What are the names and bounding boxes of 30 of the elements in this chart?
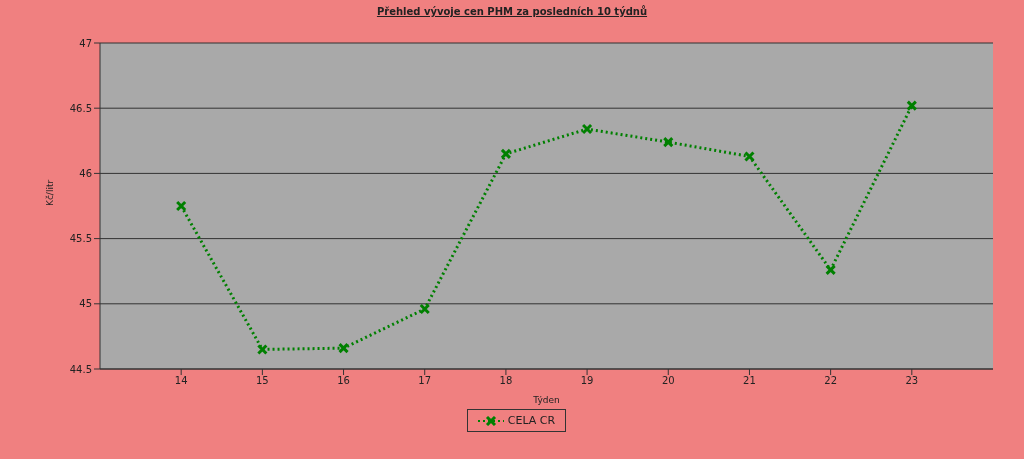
y-tick-label: 45 (79, 298, 92, 310)
chart-title: Přehled vývoje cen PHM za posledních 10 týdnů (375, 6, 649, 17)
x-tick-label: 18 (499, 375, 513, 387)
point (175, 200, 187, 212)
point (419, 303, 431, 315)
x-tick-label: 22 (824, 375, 837, 387)
x-tick-label: 16 (337, 375, 350, 387)
x-tick-label: 14 (174, 375, 188, 387)
point (581, 123, 593, 135)
point (743, 150, 755, 162)
x-tick-label: 20 (661, 375, 675, 387)
y-axis-title: Kč/litr (45, 179, 56, 206)
y-tick-label: 44.5 (69, 363, 92, 375)
y-tick-label: 46 (79, 167, 92, 179)
point (906, 100, 918, 112)
y-tick-label: 45.5 (69, 233, 92, 245)
legend-label: CELA CR (506, 414, 556, 427)
point (338, 342, 350, 354)
point (825, 264, 837, 276)
x-tick-label: 19 (580, 375, 594, 387)
x-tick-label: 21 (743, 375, 756, 387)
point (662, 136, 674, 148)
y-tick-label: 46.5 (69, 102, 92, 114)
x-tick-label: 23 (905, 375, 919, 387)
point (256, 343, 268, 355)
y-tick-label: 47 (79, 37, 92, 49)
x-axis-title: Týden (532, 395, 560, 405)
x-tick-label: 15 (256, 375, 269, 387)
point (500, 148, 512, 160)
x-tick-label: 17 (418, 375, 432, 387)
